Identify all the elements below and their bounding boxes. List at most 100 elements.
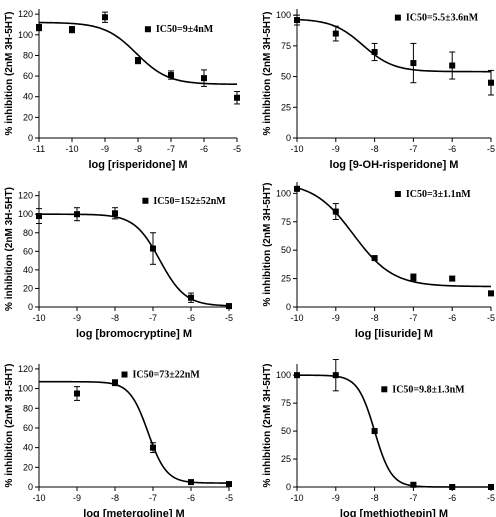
x-axis-label: log [9-OH-risperidone] M xyxy=(330,159,459,171)
x-tick-label: -8 xyxy=(111,313,119,323)
y-axis-label: % inhibition (2nM 3H-5HT) xyxy=(4,187,15,311)
fit-curve xyxy=(39,380,229,484)
y-tick-label: 0 xyxy=(28,302,33,312)
data-point xyxy=(371,42,378,62)
x-tick-label: -8 xyxy=(371,493,379,503)
data-point xyxy=(488,69,494,96)
data-point xyxy=(188,479,194,486)
y-axis-label: % inhibition (2nM 3H-5HT) xyxy=(262,183,273,307)
x-tick-label: -10 xyxy=(32,493,45,503)
point-marker xyxy=(449,484,456,490)
point-marker xyxy=(410,481,417,488)
x-axis-label: log [bromocryptine] M xyxy=(76,328,192,340)
x-axis-label: log [metergoline] M xyxy=(83,508,184,517)
data-point xyxy=(488,484,494,490)
point-marker xyxy=(102,14,108,21)
y-tick-label: 40 xyxy=(23,92,33,102)
x-tick-label: -6 xyxy=(187,493,195,503)
point-marker xyxy=(410,60,417,67)
point-marker xyxy=(74,390,80,397)
y-axis-label: % inhibition (2nM 3H-5HT) xyxy=(4,12,15,136)
point-marker xyxy=(449,62,456,69)
legend-marker xyxy=(394,14,401,21)
ic50-annotation: IC50=9±4nM xyxy=(156,24,214,35)
y-tick-label: 60 xyxy=(23,71,33,81)
ic50-annotation: IC50=9.8±1.3nM xyxy=(392,384,465,395)
y-tick-label: 0 xyxy=(286,302,291,312)
x-tick-label: -10 xyxy=(32,313,45,323)
y-tick-label: 50 xyxy=(281,426,291,436)
point-marker xyxy=(332,372,339,379)
fit-curve xyxy=(296,374,491,488)
data-point xyxy=(449,275,456,282)
y-tick-label: 100 xyxy=(18,30,33,40)
y-tick-label: 120 xyxy=(18,9,33,19)
x-tick-label: -8 xyxy=(371,144,379,154)
y-tick-label: 20 xyxy=(23,112,33,122)
y-tick-label: 20 xyxy=(23,283,33,293)
x-tick-label: -8 xyxy=(371,313,379,323)
x-tick-label: -9 xyxy=(332,493,340,503)
y-axis-label: % inhibition (2nM 3H-5HT) xyxy=(262,12,273,136)
point-marker xyxy=(371,428,378,435)
x-tick-label: -9 xyxy=(73,493,81,503)
y-tick-label: 50 xyxy=(281,245,291,255)
data-point xyxy=(332,359,339,392)
data-point xyxy=(449,484,456,490)
point-marker xyxy=(188,479,194,486)
x-tick-label: -9 xyxy=(332,144,340,154)
x-tick-label: -6 xyxy=(448,144,456,154)
data-point xyxy=(332,203,339,220)
x-tick-label: -6 xyxy=(448,313,456,323)
x-tick-label: -9 xyxy=(101,144,109,154)
x-tick-label: -10 xyxy=(290,493,303,503)
point-marker xyxy=(371,255,378,262)
data-point xyxy=(188,292,194,303)
point-marker xyxy=(69,26,75,33)
point-marker xyxy=(150,444,156,451)
point-marker xyxy=(201,75,207,82)
data-point xyxy=(201,69,207,87)
ic50-annotation: IC50=3±1.1nM xyxy=(406,189,471,200)
ic50-annotation: IC50=5.5±3.6nM xyxy=(406,13,479,24)
data-point xyxy=(410,481,417,488)
y-tick-label: 75 xyxy=(281,398,291,408)
legend-marker xyxy=(394,191,401,197)
y-tick-label: 0 xyxy=(286,482,291,492)
data-point xyxy=(168,70,174,80)
y-tick-label: 120 xyxy=(18,191,33,201)
x-tick-label: -5 xyxy=(233,144,241,154)
point-marker xyxy=(294,17,300,24)
data-point xyxy=(112,379,118,387)
chart-panel: -11 -10 -9 -8 -7 -6 -5 0 20 40 60 80 100 120 log [risp… xyxy=(4,9,241,171)
y-tick-label: 80 xyxy=(23,403,33,413)
y-tick-label: 80 xyxy=(23,228,33,238)
fit-curve xyxy=(39,213,230,307)
data-point xyxy=(410,42,417,84)
ic50-annotation: IC50=73±22nM xyxy=(133,370,201,381)
chart-panel: -10 -9 -8 -7 -6 -5 0 20 40 60 80 100 120 log [bromocr… xyxy=(4,187,233,340)
x-tick-label: -7 xyxy=(149,493,157,503)
y-axis-label: % inhibition (2nM 3H-5HT) xyxy=(262,364,273,488)
y-tick-label: 75 xyxy=(281,41,291,51)
y-tick-label: 20 xyxy=(23,462,33,472)
fit-curve xyxy=(296,187,492,288)
y-tick-label: 75 xyxy=(281,217,291,227)
x-tick-label: -6 xyxy=(187,313,195,323)
x-tick-label: -5 xyxy=(487,313,495,323)
legend-marker xyxy=(121,371,128,378)
data-point xyxy=(371,428,378,435)
data-point xyxy=(294,14,300,26)
point-marker xyxy=(410,274,417,281)
data-point xyxy=(226,303,232,310)
y-tick-label: 100 xyxy=(276,370,291,380)
x-tick-label: -5 xyxy=(487,493,495,503)
point-marker xyxy=(150,245,156,252)
x-tick-label: -9 xyxy=(73,313,81,323)
y-tick-label: 80 xyxy=(23,50,33,60)
point-marker xyxy=(332,208,339,215)
y-tick-label: 60 xyxy=(23,423,33,433)
legend-marker xyxy=(142,197,149,204)
legend-marker xyxy=(144,26,151,33)
